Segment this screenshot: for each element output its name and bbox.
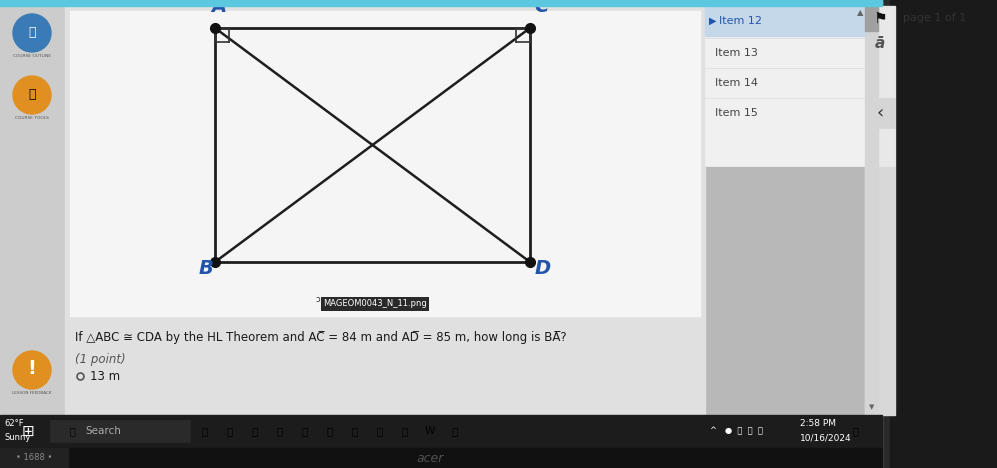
Text: Item 12: Item 12 bbox=[719, 16, 762, 26]
Bar bbox=[865, 6, 878, 31]
Text: 🌐: 🌐 bbox=[201, 426, 208, 436]
Bar bbox=[0, 6, 65, 415]
Circle shape bbox=[13, 76, 51, 114]
Text: 13 m: 13 m bbox=[90, 370, 120, 382]
Bar bbox=[65, 6, 705, 415]
Text: ▶: ▶ bbox=[709, 16, 717, 26]
Bar bbox=[0, 415, 882, 448]
Text: page 1 of 1: page 1 of 1 bbox=[903, 13, 966, 23]
Text: (1 point): (1 point) bbox=[75, 353, 126, 366]
Text: 🔧: 🔧 bbox=[28, 88, 36, 101]
Text: COURSE TOOLS: COURSE TOOLS bbox=[15, 116, 49, 120]
Bar bbox=[0, 0, 882, 6]
Bar bbox=[50, 420, 190, 442]
Text: 🔵: 🔵 bbox=[352, 426, 358, 436]
Text: ‹: ‹ bbox=[876, 104, 883, 122]
Text: LESSON FEEDBACK: LESSON FEEDBACK bbox=[12, 391, 52, 395]
Text: 62°F: 62°F bbox=[4, 419, 24, 429]
Bar bbox=[865, 6, 878, 415]
Text: ^   ●  📶  🔊  🖥: ^ ● 📶 🔊 🖥 bbox=[710, 426, 763, 436]
Text: • 1688 •: • 1688 • bbox=[16, 453, 52, 462]
Text: Search: Search bbox=[85, 426, 121, 436]
Bar bbox=[0, 448, 68, 468]
Bar bbox=[865, 6, 895, 415]
Text: B: B bbox=[199, 259, 214, 278]
Text: 🎨: 🎨 bbox=[252, 426, 258, 436]
Text: C: C bbox=[534, 0, 548, 16]
Text: ↄ: ↄ bbox=[315, 295, 320, 304]
Text: !: ! bbox=[28, 359, 37, 379]
Text: ⬜: ⬜ bbox=[227, 426, 233, 436]
Text: ▼: ▼ bbox=[868, 404, 874, 410]
Bar bbox=[0, 0, 882, 468]
Text: Item 14: Item 14 bbox=[715, 78, 758, 88]
Text: 🎵: 🎵 bbox=[452, 426, 459, 436]
Text: MAGEOM0043_N_11.png: MAGEOM0043_N_11.png bbox=[323, 300, 427, 308]
Bar bbox=[882, 0, 997, 468]
Text: COURSE OUTLINE: COURSE OUTLINE bbox=[13, 54, 51, 58]
Text: 🦊: 🦊 bbox=[277, 426, 283, 436]
Text: 🔍: 🔍 bbox=[70, 426, 76, 436]
Text: ⊞: ⊞ bbox=[22, 424, 34, 439]
Text: 🔔: 🔔 bbox=[852, 426, 858, 436]
Text: Sunny: Sunny bbox=[4, 433, 30, 443]
Bar bbox=[865, 98, 895, 128]
Circle shape bbox=[13, 14, 51, 52]
Bar bbox=[705, 6, 865, 166]
Text: Ⓐ: Ⓐ bbox=[377, 426, 383, 436]
Bar bbox=[0, 448, 882, 468]
Text: ⚑: ⚑ bbox=[873, 10, 886, 25]
Text: Item 15: Item 15 bbox=[715, 108, 758, 118]
Circle shape bbox=[13, 351, 51, 389]
Text: D: D bbox=[535, 259, 551, 278]
Text: A: A bbox=[211, 0, 226, 16]
Text: W: W bbox=[425, 426, 435, 436]
Text: ā: ā bbox=[875, 37, 885, 51]
Text: 🎵: 🎵 bbox=[327, 426, 333, 436]
Text: 2:58 PM: 2:58 PM bbox=[800, 419, 836, 429]
Text: If △ABC ≅ CDA by the HL Theorem and AC̅ = 84 m and AD̅ = 85 m, how long is BA̅?: If △ABC ≅ CDA by the HL Theorem and AC̅ … bbox=[75, 331, 566, 344]
Text: 📧: 📧 bbox=[302, 426, 308, 436]
Text: acer: acer bbox=[417, 452, 444, 465]
Text: 📄: 📄 bbox=[28, 25, 36, 38]
Text: 📄: 📄 bbox=[402, 426, 408, 436]
Bar bbox=[890, 0, 997, 468]
Text: 10/16/2024: 10/16/2024 bbox=[800, 433, 851, 443]
Text: Item 13: Item 13 bbox=[715, 48, 758, 58]
Bar bbox=[705, 6, 865, 36]
Text: ▲: ▲ bbox=[856, 8, 863, 17]
Bar bbox=[865, 6, 895, 166]
Bar bbox=[70, 11, 700, 316]
